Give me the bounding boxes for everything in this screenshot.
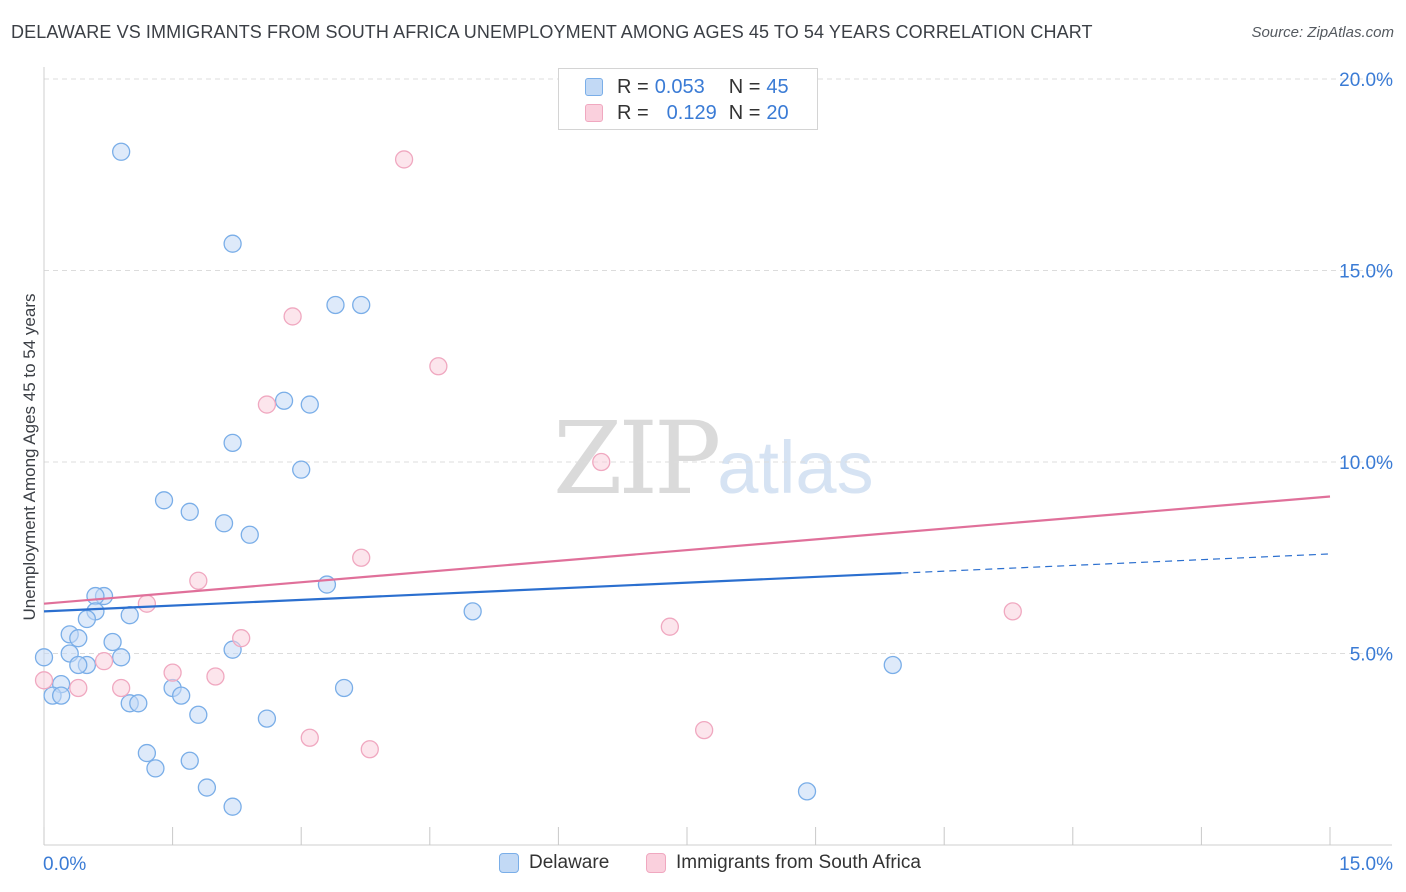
delaware-point <box>223 433 242 453</box>
delaware-point <box>51 686 71 705</box>
chart-title: DELAWARE VS IMMIGRANTS FROM SOUTH AFRICA… <box>11 22 1093 42</box>
south-africa-point <box>429 357 448 376</box>
x-tick-label: 0.0% <box>43 854 86 875</box>
delaware-point <box>334 678 354 698</box>
legend-swatch-delaware <box>585 78 603 96</box>
delaware-point <box>77 609 97 629</box>
legend-n-value: 20 <box>766 101 789 124</box>
delaware-point <box>300 395 319 414</box>
delaware-point <box>326 295 345 315</box>
delaware-point <box>154 491 174 510</box>
delaware-point <box>197 778 217 797</box>
delaware-point <box>69 655 88 675</box>
legend-r-value: 0.129 <box>666 101 717 124</box>
south-africa-point <box>394 150 414 169</box>
delaware-point <box>883 655 902 675</box>
legend-r-value: 0.053 <box>654 75 705 98</box>
legend-n-label: N = <box>728 101 761 124</box>
delaware-point <box>223 234 242 253</box>
south-africa-point <box>660 617 680 636</box>
legend-n-label: N = <box>728 75 761 98</box>
delaware-point <box>292 460 311 479</box>
bottom-legend-label-south-africa: Immigrants from South Africa <box>676 852 921 873</box>
south-africa-point <box>352 548 371 567</box>
south-africa-point <box>34 671 54 690</box>
south-africa-point <box>257 395 277 414</box>
legend-row-delaware: R = 0.053 N = 45 <box>585 74 789 100</box>
legend-n-value: 45 <box>766 75 789 98</box>
delaware-point <box>257 709 277 728</box>
delaware-point <box>146 759 165 778</box>
delaware-point <box>86 586 105 606</box>
delaware-point <box>112 648 131 667</box>
delaware-point <box>69 629 88 648</box>
south-africa-point <box>300 728 319 747</box>
south-africa-point <box>137 594 157 613</box>
bottom-legend-south-africa: Immigrants from South Africa <box>646 852 921 874</box>
south-africa-point <box>206 667 225 686</box>
south-africa-point <box>112 678 131 698</box>
delaware-point <box>172 686 191 705</box>
delaware-point <box>797 782 817 801</box>
bottom-legend-swatch-delaware <box>499 853 519 873</box>
delaware-point <box>274 391 294 410</box>
south-africa-point <box>69 678 88 698</box>
legend-box: R = 0.053 N = 45 R = 0.129 N = 20 <box>558 68 818 130</box>
delaware-point <box>129 694 148 713</box>
delaware-point <box>240 525 259 544</box>
delaware-trend-extension <box>901 553 1331 574</box>
delaware-trend-line <box>43 571 902 613</box>
delaware-point <box>180 502 199 521</box>
delaware-point <box>112 142 131 161</box>
source-label: Source: ZipAtlas.com <box>1251 24 1394 41</box>
legend-r-label: R = <box>617 75 649 98</box>
watermark-zip: ZIP <box>553 400 721 517</box>
bottom-legend-delaware: Delaware <box>499 852 609 874</box>
x-tick-label: 15.0% <box>1339 854 1393 875</box>
y-tick-label: 10.0% <box>1339 453 1393 474</box>
delaware-point <box>352 295 371 315</box>
delaware-point <box>189 705 208 724</box>
bottom-legend-label-delaware: Delaware <box>529 852 610 873</box>
south-africa-point <box>94 652 114 671</box>
south-africa-point <box>283 307 302 326</box>
south-africa-point <box>189 571 208 590</box>
watermark: ZIPatlas <box>553 400 874 517</box>
legend-r-label: R = <box>617 101 649 124</box>
south-africa-point <box>360 740 379 759</box>
delaware-point <box>214 514 234 533</box>
legend-swatch-south-africa <box>585 104 603 122</box>
south-africa-point <box>232 629 251 648</box>
south-africa-point <box>163 663 182 682</box>
y-tick-label: 5.0% <box>1350 645 1393 666</box>
y-tick-label: 15.0% <box>1339 262 1393 283</box>
delaware-point <box>103 632 122 652</box>
delaware-point <box>120 606 139 625</box>
delaware-point <box>180 751 199 770</box>
delaware-point <box>223 797 242 816</box>
delaware-point <box>463 602 482 621</box>
watermark-atlas: atlas <box>717 426 874 509</box>
south-africa-point <box>1003 602 1022 621</box>
y-tick-label: 20.0% <box>1339 70 1393 91</box>
legend-row-south-africa: R = 0.129 N = 20 <box>585 100 789 126</box>
south-africa-trend-line <box>43 495 1331 605</box>
south-africa-point <box>694 720 714 740</box>
delaware-point <box>137 743 157 763</box>
delaware-point <box>34 648 54 667</box>
south-africa-point <box>592 452 611 472</box>
bottom-legend-swatch-south-africa <box>646 853 666 873</box>
